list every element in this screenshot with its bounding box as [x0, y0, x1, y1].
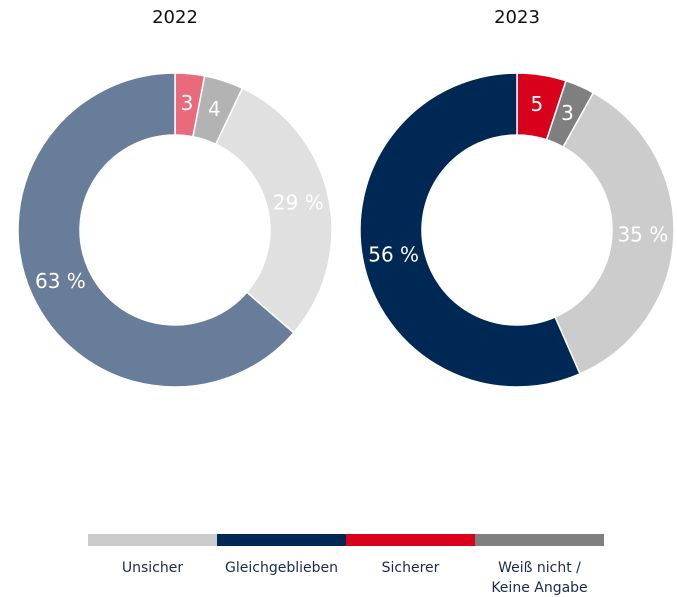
- legend-label: Sicherer: [381, 560, 440, 576]
- legend-swatch: [475, 534, 604, 546]
- legend-swatch: [346, 534, 475, 546]
- legend-label: Unsicher: [121, 560, 184, 576]
- chart-title: 2023: [494, 7, 540, 28]
- donut-segment: [359, 72, 581, 388]
- data-label: 3: [561, 101, 574, 125]
- data-label: 4: [208, 97, 221, 121]
- donut-segment: [17, 72, 295, 388]
- data-label: 56 %: [368, 242, 419, 266]
- chart-title: 2022: [152, 7, 198, 28]
- legend-swatch: [88, 534, 217, 546]
- legend-label: Weiß nicht / Keine Angabe: [491, 560, 588, 596]
- donut-segment: [554, 91, 675, 375]
- legend-swatch: [217, 534, 346, 546]
- data-label: 3: [181, 91, 194, 115]
- data-label: 29 %: [273, 191, 324, 215]
- data-label: 63 %: [35, 269, 86, 293]
- data-label: 5: [531, 92, 544, 116]
- data-label: 35 %: [617, 222, 668, 246]
- legend-label: Gleichgeblieben: [225, 560, 338, 576]
- donut-segment: [214, 87, 333, 334]
